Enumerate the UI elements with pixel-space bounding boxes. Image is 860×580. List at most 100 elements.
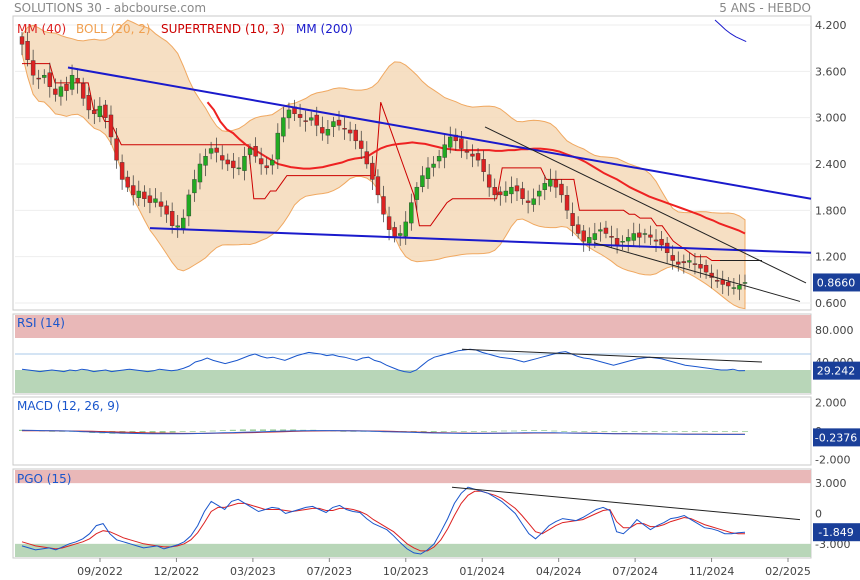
candle-body (119, 162, 125, 180)
x-axis: 09/2022 12/2022 03/2023 07/2023 10/2023 01/20… (77, 558, 811, 578)
price-tick-label: 3.600 (815, 65, 847, 78)
candle-body (537, 190, 542, 197)
rsi-trendline (461, 348, 763, 363)
macd-histogram-bar (59, 431, 66, 432)
candle-body (181, 217, 186, 229)
macd-histogram-bar (49, 431, 56, 432)
candle-body (114, 138, 119, 161)
candle-body (192, 179, 197, 194)
price-tick-label: 3.000 (815, 112, 847, 125)
macd-histogram-bar (742, 431, 748, 432)
candle-body (125, 176, 130, 188)
candle-body (570, 213, 575, 226)
pgo-trendline (451, 486, 801, 521)
candle-body (420, 175, 425, 187)
price-legend-item: MM (200) (296, 22, 353, 36)
candle-body (97, 105, 103, 118)
macd-last-value: -0.2376 (815, 431, 857, 444)
candle-body (186, 194, 192, 217)
candle-body (347, 129, 353, 134)
price-tick-label: 1.800 (815, 204, 847, 217)
rsi-last-value: 29.242 (817, 365, 856, 378)
candle-body (631, 233, 636, 241)
header-title: SOLUTIONS 30 - abcbourse.com (14, 1, 206, 15)
candle-body (714, 280, 720, 282)
macd-histogram-bar (450, 431, 457, 432)
pgo-last-value: -1.849 (818, 526, 853, 539)
candle-body (436, 156, 442, 162)
trendline-lower (149, 227, 812, 254)
candle-body (164, 205, 169, 215)
price-last-value: 0.8660 (817, 276, 856, 289)
candle-body (364, 151, 370, 165)
price-legend-item: BOLL (20, 2) (76, 22, 151, 36)
candle-body (270, 159, 275, 166)
candle-body (698, 264, 703, 269)
candle-body (253, 146, 258, 157)
macd-histogram-bar (430, 431, 437, 433)
candle-body (731, 287, 737, 289)
candle-body (503, 190, 509, 196)
candle-body (564, 194, 570, 211)
macd-histogram-bar (651, 431, 658, 432)
macd-panel-frame (12, 396, 812, 466)
candle-body (720, 279, 725, 285)
rsi-line (21, 348, 746, 373)
candle-body (58, 86, 64, 97)
price-legend-item: SUPERTREND (10, 3) (161, 22, 285, 36)
candle-body (236, 167, 242, 170)
candle-body (342, 128, 347, 130)
candle-body (609, 236, 614, 238)
macd-histogram-bar (531, 430, 538, 431)
macd-histogram-bar (270, 429, 277, 431)
candle-body (42, 74, 47, 78)
macd-histogram-bar (711, 431, 718, 432)
candle-body (325, 129, 331, 136)
candle-body (498, 191, 503, 196)
candle-body (281, 117, 286, 137)
candle-body (581, 230, 586, 242)
macd-histogram-bar (350, 431, 357, 432)
macd-legend: MACD (12, 26, 9) (17, 399, 120, 413)
price-tick-label: 1.200 (815, 251, 847, 264)
price-legend-item: MM (40) (17, 22, 66, 36)
x-tick-label: 11/2024 (689, 565, 735, 578)
rsi-legend: RSI (14) (17, 316, 65, 330)
mm200-line (714, 19, 747, 43)
macd-histogram-bar (551, 430, 558, 432)
candle-body (676, 261, 681, 265)
macd-histogram-bar (470, 431, 477, 432)
macd-histogram-bar (661, 431, 668, 432)
candle-body (375, 176, 381, 196)
candle-body (175, 225, 180, 228)
macd-histogram-bar (159, 431, 166, 433)
candle-body (637, 232, 642, 238)
macd-histogram-bar (209, 430, 216, 432)
candle-body (459, 138, 464, 149)
candle-body (464, 150, 470, 153)
candle-body (386, 216, 392, 230)
candle-body (692, 263, 698, 265)
header-period: 5 ANS - HEBDO (719, 1, 811, 15)
candle-body (553, 179, 559, 188)
candle-body (353, 129, 358, 142)
candle-body (486, 174, 492, 188)
macd-histogram-bar (511, 430, 518, 432)
macd-histogram-bar (731, 431, 738, 432)
macd-histogram-bar (581, 431, 588, 432)
candle-body (598, 229, 603, 232)
candle-body (103, 104, 108, 118)
candle-body (92, 110, 97, 115)
candle-body (648, 234, 653, 238)
price-tick-label: 4.200 (815, 19, 847, 32)
price-tick-label: 0.600 (815, 297, 847, 310)
macd-histogram-bar (440, 431, 447, 432)
candle-body (242, 156, 247, 171)
candle-body (80, 83, 86, 99)
candle-body (559, 183, 564, 196)
candle-body (314, 114, 319, 126)
macd-histogram-bar (621, 431, 628, 432)
candle-body (592, 233, 598, 240)
candle-body (642, 233, 648, 235)
macd-histogram-bar (249, 429, 256, 431)
